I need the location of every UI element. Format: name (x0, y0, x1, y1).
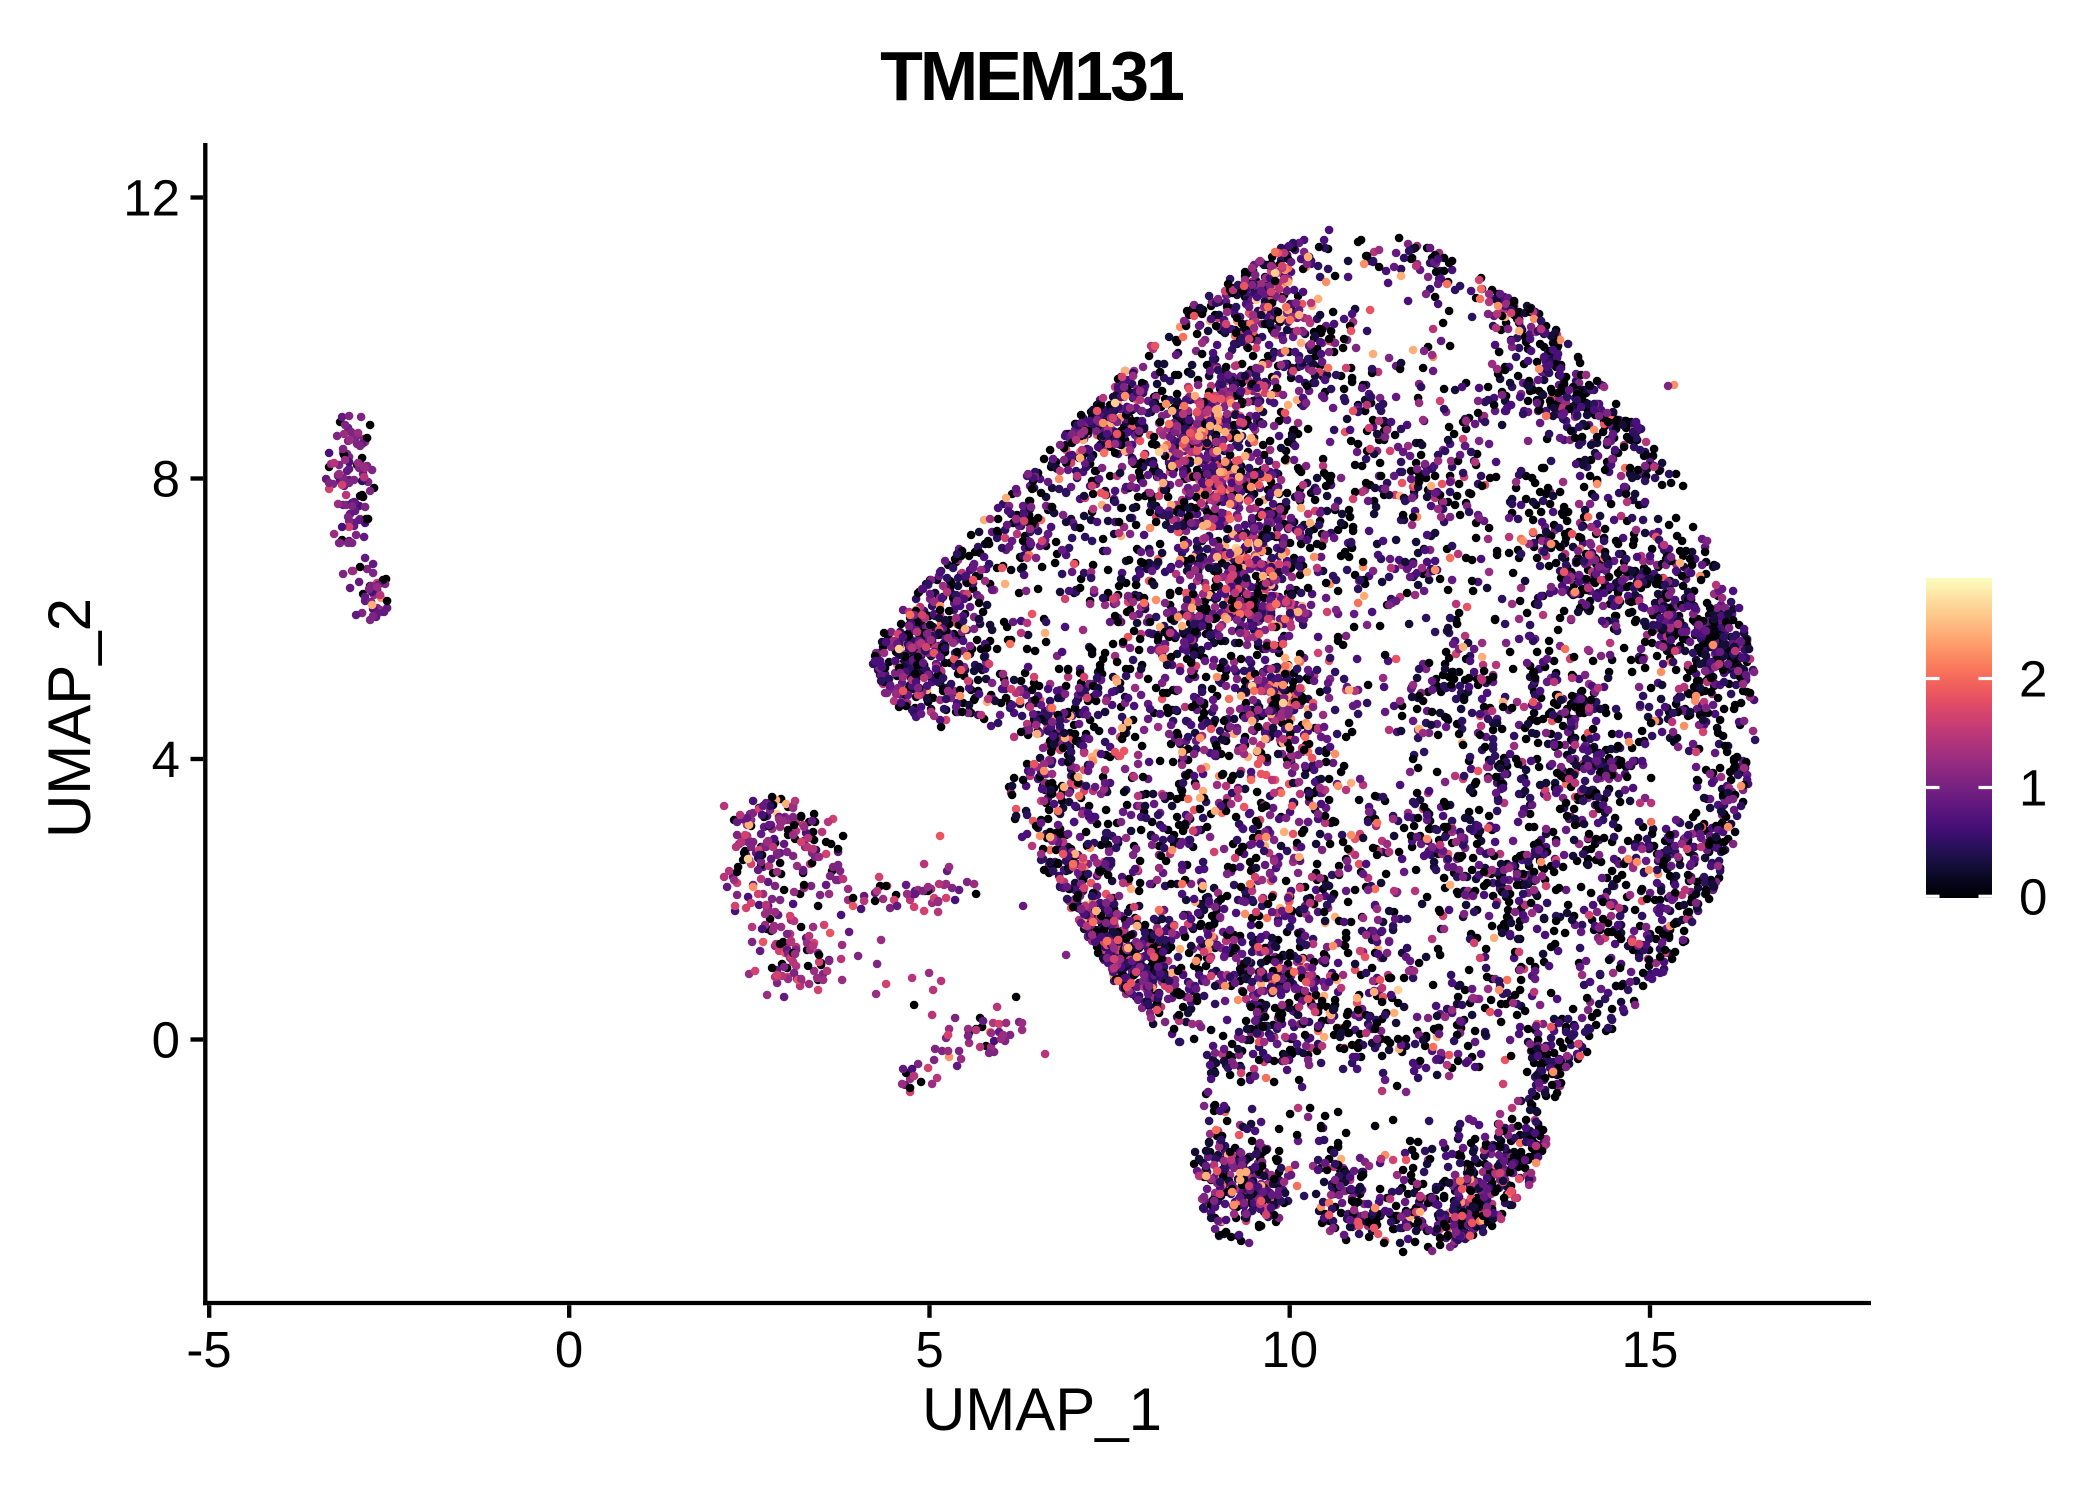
svg-text:2: 2 (2019, 651, 2047, 708)
svg-text:0: 0 (152, 1012, 180, 1069)
svg-text:4: 4 (152, 731, 180, 788)
svg-text:TMEM131: TMEM131 (880, 37, 1183, 115)
svg-text:10: 10 (1261, 1321, 1318, 1378)
svg-text:0: 0 (2019, 868, 2047, 925)
svg-text:15: 15 (1622, 1321, 1679, 1378)
svg-text:12: 12 (123, 170, 180, 227)
svg-text:-5: -5 (186, 1321, 231, 1378)
svg-text:8: 8 (152, 451, 180, 508)
svg-text:UMAP_2: UMAP_2 (36, 598, 103, 838)
svg-text:1: 1 (2019, 760, 2047, 817)
svg-text:0: 0 (555, 1321, 583, 1378)
svg-text:5: 5 (915, 1321, 943, 1378)
svg-text:UMAP_1: UMAP_1 (922, 1376, 1162, 1443)
